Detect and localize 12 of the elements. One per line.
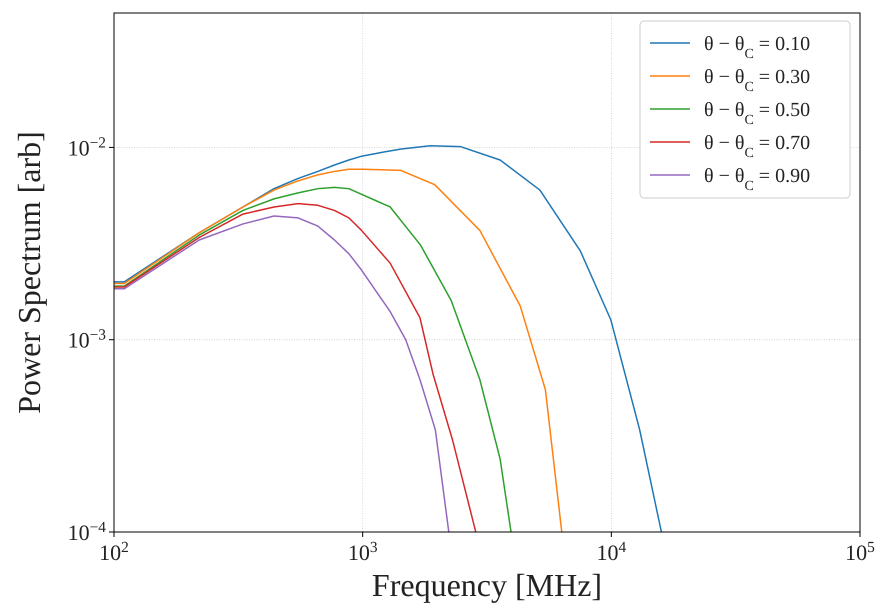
x-tick-label: 10$^{5}$ [845, 538, 876, 565]
y-tick-label: 10$^{−3}$ [68, 326, 106, 353]
x-tick-label: 10$^{4}$ [596, 538, 626, 565]
legend-label: θ − θ$_{C}$ = 0.90 [704, 165, 810, 194]
legend-label: θ − θ$_{C}$ = 0.50 [704, 99, 810, 128]
y-tick-label: 10$^{−2}$ [68, 134, 106, 160]
legend-label: θ − θ$_{C}$ = 0.70 [704, 132, 810, 160]
legend-label: θ − θ$_{C}$ = 0.30 [704, 66, 810, 94]
x-tick-label: 10$^{3}$ [348, 538, 378, 565]
y-axis-title: Power Spectrum [arb] [11, 131, 47, 414]
legend-label: θ − θ$_{C}$ = 0.10 [704, 33, 810, 62]
x-axis-title: Frequency [MHz] [372, 567, 602, 603]
